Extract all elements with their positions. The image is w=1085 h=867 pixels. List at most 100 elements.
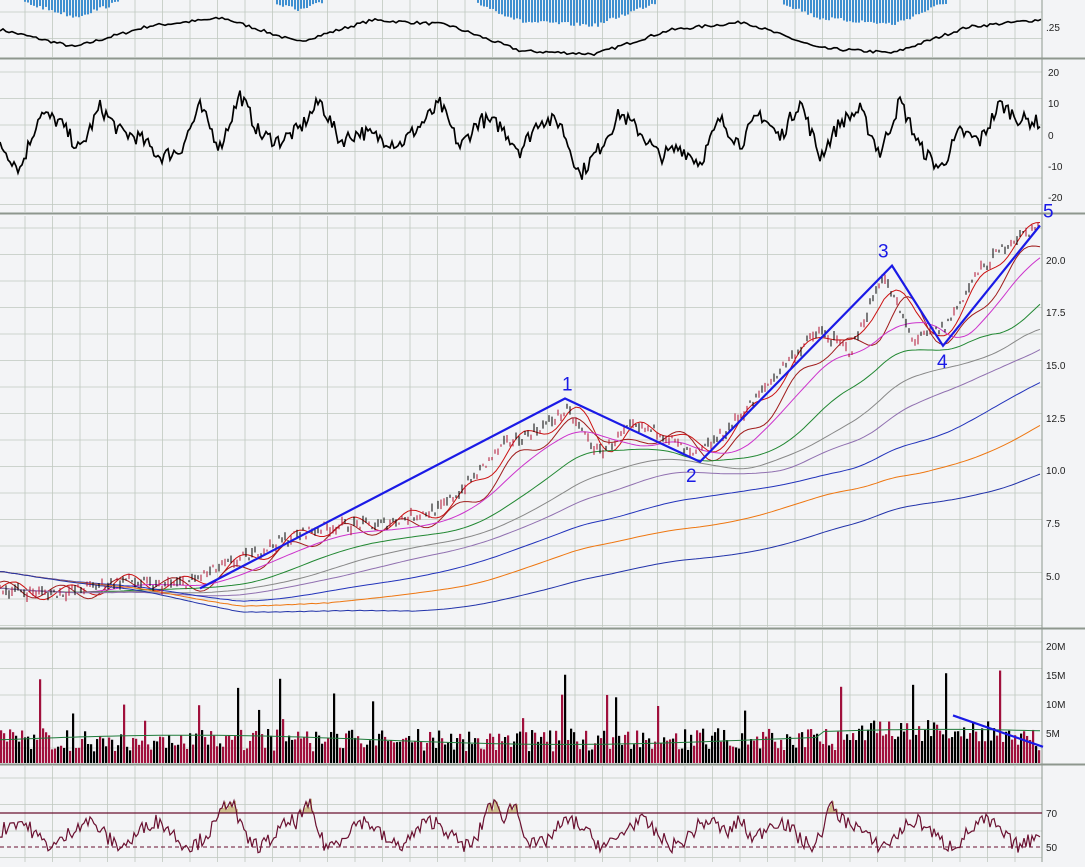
volume-bar bbox=[765, 736, 768, 763]
volume-bar bbox=[186, 748, 189, 763]
volume-bar bbox=[810, 729, 813, 763]
histogram-bar bbox=[477, 0, 479, 3]
volume-bar bbox=[948, 738, 951, 763]
volume-bar bbox=[1032, 729, 1035, 763]
histogram-bar bbox=[570, 0, 572, 26]
histogram-bar bbox=[876, 0, 878, 24]
wave-label-5: 5 bbox=[1043, 202, 1054, 223]
volume-bar bbox=[1017, 744, 1020, 763]
volume-bar bbox=[630, 748, 633, 763]
volume-bar bbox=[282, 719, 285, 763]
histogram-bar bbox=[519, 0, 521, 20]
volume-bar bbox=[483, 749, 486, 763]
tick-label-mom-4: -20 bbox=[1048, 193, 1063, 204]
histogram-bar bbox=[318, 0, 320, 3]
volume-bar bbox=[696, 730, 699, 763]
volume-bar bbox=[612, 737, 615, 763]
volume-bar bbox=[975, 731, 978, 763]
volume-bar bbox=[852, 733, 855, 763]
volume-bar bbox=[759, 748, 762, 763]
volume-bar bbox=[312, 751, 315, 763]
volume-bar bbox=[699, 732, 702, 763]
histogram-bar bbox=[810, 0, 812, 14]
volume-bar bbox=[309, 743, 312, 763]
histogram-bar bbox=[567, 0, 569, 23]
volume-bar bbox=[732, 746, 735, 763]
rsi-line bbox=[0, 798, 1041, 855]
volume-bar bbox=[954, 731, 957, 763]
histogram-bar bbox=[573, 0, 575, 26]
histogram-bar bbox=[72, 0, 74, 18]
wave-label-1: 1 bbox=[562, 375, 573, 396]
histogram-bar bbox=[495, 0, 497, 12]
volume-bar bbox=[624, 734, 627, 763]
histogram-bar bbox=[600, 0, 602, 23]
volume-bar bbox=[534, 732, 537, 763]
histogram-bar bbox=[888, 0, 890, 23]
moving-average-line bbox=[0, 424, 1041, 607]
volume-bar bbox=[828, 745, 831, 763]
volume-bar bbox=[792, 744, 795, 763]
volume-bar bbox=[423, 750, 426, 763]
volume-bar bbox=[513, 741, 516, 763]
volume-bar bbox=[906, 723, 909, 763]
histogram-bar bbox=[309, 0, 311, 6]
volume-bar bbox=[807, 729, 810, 763]
histogram-bar bbox=[849, 0, 851, 22]
volume-bar bbox=[543, 732, 546, 763]
histogram-bar bbox=[843, 0, 845, 21]
histogram-bar bbox=[306, 0, 308, 8]
histogram-bar bbox=[795, 0, 797, 10]
histogram-bar bbox=[597, 0, 599, 27]
volume-bar bbox=[264, 747, 267, 763]
histogram-bar bbox=[315, 0, 317, 4]
histogram-bar bbox=[531, 0, 533, 23]
histogram-bar bbox=[630, 0, 632, 12]
volume-bar bbox=[459, 733, 462, 763]
histogram-bar bbox=[648, 0, 650, 6]
volume-bar bbox=[690, 734, 693, 763]
volume-bar bbox=[156, 741, 159, 763]
volume-bar bbox=[600, 738, 603, 763]
volume-bar bbox=[981, 728, 984, 763]
volume-bar bbox=[966, 738, 969, 763]
histogram-bar bbox=[99, 0, 101, 8]
volume-bar bbox=[834, 749, 837, 763]
moving-average-line bbox=[0, 303, 1041, 593]
volume-bar bbox=[102, 738, 105, 763]
volume-bar bbox=[237, 687, 240, 763]
momentum-line bbox=[0, 90, 1041, 180]
volume-bar bbox=[720, 741, 723, 763]
volume-bar bbox=[1035, 746, 1038, 763]
volume-bar bbox=[270, 735, 273, 763]
volume-bar bbox=[822, 743, 825, 763]
volume-bar bbox=[501, 741, 504, 763]
histogram-bar bbox=[882, 0, 884, 23]
histogram-bar bbox=[651, 0, 653, 4]
volume-bar bbox=[813, 734, 816, 763]
histogram-bar bbox=[33, 0, 35, 6]
volume-bar bbox=[576, 741, 579, 763]
volume-bar bbox=[477, 738, 480, 763]
volume-bar bbox=[930, 736, 933, 763]
histogram-bar bbox=[66, 0, 68, 17]
volume-bar bbox=[951, 737, 954, 763]
volume-bar bbox=[411, 742, 414, 763]
histogram-bar bbox=[75, 0, 77, 17]
volume-bar bbox=[453, 749, 456, 763]
histogram-bar bbox=[498, 0, 500, 14]
volume-bar bbox=[9, 729, 12, 763]
histogram-bar bbox=[489, 0, 491, 9]
histogram-bar bbox=[312, 0, 314, 5]
volume-bar bbox=[774, 741, 777, 763]
volume-bar bbox=[129, 750, 132, 763]
histogram-bar bbox=[942, 0, 944, 5]
histogram-bar bbox=[483, 0, 485, 7]
histogram-bar bbox=[288, 0, 290, 7]
volume-bar bbox=[135, 738, 138, 763]
volume-bar bbox=[294, 739, 297, 763]
histogram-bar bbox=[798, 0, 800, 9]
volume-bar bbox=[360, 743, 363, 763]
volume-bar bbox=[447, 742, 450, 763]
tick-label-price-2: 15.0 bbox=[1046, 361, 1066, 372]
